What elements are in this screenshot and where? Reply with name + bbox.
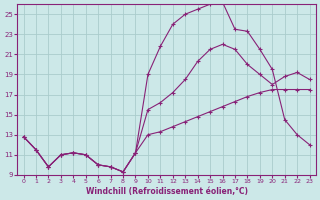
X-axis label: Windchill (Refroidissement éolien,°C): Windchill (Refroidissement éolien,°C) [85, 187, 248, 196]
